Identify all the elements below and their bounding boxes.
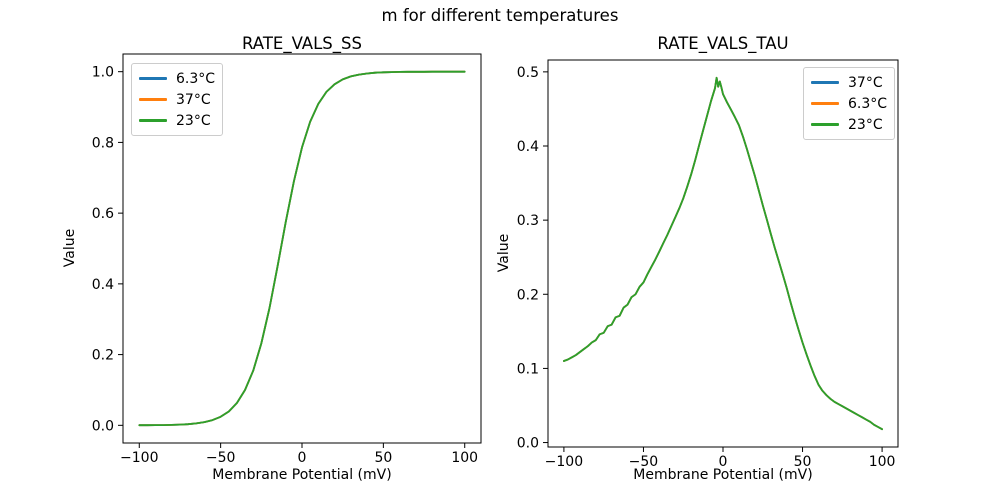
x-tick-label: 0 (719, 454, 728, 470)
legend-entry: 37°C (139, 89, 215, 110)
legend-line-swatch (139, 98, 167, 101)
x-tick-label: −50 (629, 454, 659, 470)
legend-entry: 6.3°C (139, 68, 215, 89)
y-tick-label: 0.2 (517, 287, 539, 303)
legend-line-swatch (811, 81, 839, 84)
legend-label: 23°C (848, 116, 883, 133)
series-line-23C (138, 70, 466, 427)
subplot-ss-title: RATE_VALS_SS (242, 34, 362, 53)
y-tick-label: 0.5 (517, 65, 539, 81)
y-tick-label: 0.0 (517, 436, 539, 452)
subplot-tau-title: RATE_VALS_TAU (657, 34, 789, 53)
y-tick-label: 0.8 (92, 135, 114, 151)
legend-tau: 37°C 6.3°C 23°C (803, 67, 896, 140)
x-tick-label: 0 (298, 450, 307, 466)
legend-line-swatch (139, 119, 167, 122)
x-tick-label: 50 (374, 450, 392, 466)
y-tick-label: 0.6 (92, 206, 114, 222)
axes-ss: −100 −50 0 50 100 0.0 0.2 0.4 0.6 0.8 1.0 (92, 53, 482, 466)
legend-line-swatch (811, 102, 839, 105)
legend-line-swatch (811, 123, 839, 126)
legend-label: 37°C (848, 74, 883, 91)
y-tick-label: 0.4 (92, 277, 114, 293)
subplot-ss-xlabel: Membrane Potential (mV) (212, 467, 392, 483)
legend-entry: 23°C (811, 114, 887, 135)
subplot-tau-ylabel: Value (496, 233, 512, 273)
legend-entry: 37°C (811, 72, 887, 93)
x-tick-label: 50 (794, 454, 812, 470)
x-tick-label: −50 (206, 450, 236, 466)
x-tick-label: −100 (545, 454, 583, 470)
legend-label: 23°C (176, 112, 211, 129)
subplot-ss-ylabel: Value (62, 228, 78, 268)
y-tick-label: 0.3 (517, 213, 539, 229)
legend-label: 6.3°C (848, 95, 888, 112)
y-tick-label: 0.4 (517, 139, 539, 155)
legend-entry: 23°C (139, 110, 215, 131)
legend-label: 6.3°C (176, 70, 216, 87)
x-tick-label: 100 (451, 450, 478, 466)
legend-ss: 6.3°C 37°C 23°C (131, 63, 224, 136)
series-line-23C (563, 76, 883, 431)
y-tick-label: 0.2 (92, 348, 114, 364)
subplot-tau-xlabel: Membrane Potential (mV) (633, 467, 813, 483)
x-tick-label: −100 (120, 450, 158, 466)
y-tick-label: 0.0 (92, 418, 114, 434)
figure-suptitle: m for different temperatures (381, 6, 619, 25)
axes-tau: −100 −50 0 50 100 0.0 0.1 0.2 0.3 0.4 0.5 (517, 59, 899, 470)
y-tick-label: 0.1 (517, 361, 539, 377)
legend-label: 37°C (176, 91, 211, 108)
x-tick-label: 100 (869, 454, 896, 470)
legend-line-swatch (139, 77, 167, 80)
legend-entry: 6.3°C (811, 93, 887, 114)
y-tick-label: 1.0 (92, 65, 114, 81)
